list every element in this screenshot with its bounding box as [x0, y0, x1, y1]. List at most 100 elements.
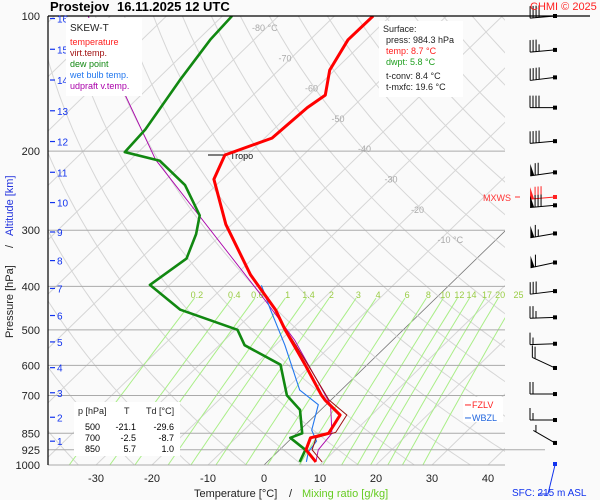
table-row: 500 -21.1 -29.6	[85, 422, 174, 432]
y-tick-label: 100	[22, 11, 40, 23]
x-tick-label: 10	[314, 473, 326, 485]
wind-barb-staff	[530, 262, 556, 269]
wind-barb	[529, 408, 557, 423]
wind-barb-flag	[530, 187, 535, 200]
y-tick-label: 400	[22, 281, 40, 293]
table-row: 850 5.7 1.0	[85, 444, 174, 454]
isotherm-line	[48, 16, 335, 295]
dry-adiabat-line	[326, 16, 505, 216]
table-cell: 700	[85, 433, 100, 443]
wind-barb	[529, 67, 557, 81]
dry-adiabat-line	[588, 16, 600, 465]
mixing-ratio-label: 0.4	[228, 290, 241, 300]
sfc-wind-station	[553, 462, 557, 466]
x-tick-label: -10	[200, 473, 216, 485]
wind-barb-station	[553, 139, 557, 144]
wind-barb-flag	[530, 163, 535, 176]
table-cell: -8.7	[158, 433, 174, 443]
altitude-tick-label: 10	[57, 199, 69, 210]
legend-temperature: temperature	[70, 37, 119, 47]
mixing-ratio-label: 17	[482, 290, 492, 300]
x-tick-label: 20	[370, 473, 382, 485]
surface-temp: temp: 8.7 °C	[386, 46, 437, 56]
table-header-td: Td [°C]	[146, 406, 174, 416]
mixing-ratio-label: 10	[440, 290, 450, 300]
y-tick-label: 600	[22, 360, 40, 372]
wbzl-label: WBZL	[472, 413, 497, 423]
table-cell: 500	[85, 422, 100, 432]
mixing-ratio-line	[401, 297, 499, 465]
profile-dew-point	[123, 16, 307, 463]
surface-press: press: 984.3 hPa	[386, 35, 454, 45]
isotherm-label: -20	[411, 205, 424, 215]
wind-barb-station	[553, 203, 557, 208]
wind-barb-station	[553, 392, 557, 397]
isotherm-label: -50	[332, 114, 345, 124]
wind-barb	[529, 39, 557, 53]
wind-barb	[529, 95, 557, 110]
surface-dwpt: dwpt: 5.8 °C	[386, 57, 436, 67]
table-header-p: p [hPa]	[78, 406, 107, 416]
altitude-tick-label: 11	[57, 168, 68, 179]
isotherm-line	[263, 230, 505, 465]
mixing-ratio-line	[322, 297, 427, 465]
isotherm-label: -60	[305, 84, 318, 94]
wind-barb-station	[553, 105, 557, 110]
x-tick-label: 30	[426, 473, 438, 485]
mixing-ratio-line	[245, 297, 357, 465]
mixing-ratio-line	[167, 297, 286, 465]
wind-barb-staff	[530, 49, 556, 53]
y-axis-label: Pressure [hPa]	[4, 265, 16, 338]
legend-wet-bulb: wet bulb temp.	[69, 70, 129, 80]
mixing-ratio-line	[190, 297, 307, 465]
wind-barb-staff	[530, 232, 556, 239]
dry-adiabat-line	[239, 16, 505, 315]
wind-barb	[530, 224, 557, 239]
datetime: 16.11.2025 12 UTC	[117, 0, 230, 14]
mixing-ratio-line	[422, 317, 505, 465]
isotherm-line	[487, 447, 505, 465]
mixing-ratio-label: 3	[356, 290, 361, 300]
mixing-ratio-line	[215, 297, 330, 465]
dry-adiabat-line	[181, 16, 505, 383]
isotherm-line	[48, 16, 279, 241]
y-axis-label-group: Pressure [hPa] / Altitude [km]	[4, 175, 16, 338]
dry-adiabat-line	[268, 16, 505, 282]
x-axis-label: Temperature [°C]	[194, 488, 277, 500]
y-tick-label: 500	[22, 325, 40, 337]
surface-tmxfc: t-mxfc: 19.6 °C	[386, 82, 446, 92]
dry-adiabat-line	[210, 16, 505, 349]
wind-barb-station	[553, 315, 557, 320]
wind-barb-staff	[530, 290, 556, 295]
wind-barb-station	[553, 365, 557, 370]
wind-barb-staff	[529, 343, 556, 346]
wind-barb	[529, 382, 557, 397]
wind-barb	[530, 162, 557, 177]
isotherm-line	[151, 121, 505, 465]
wind-barb-station	[553, 341, 557, 346]
x-tick-label: 40	[482, 473, 494, 485]
wind-barb	[529, 332, 557, 346]
altitude-tick-label: 5	[57, 338, 63, 349]
y-tick-label: 1000	[16, 460, 40, 472]
mixing-ratio-label: 8	[426, 290, 431, 300]
mixing-ratio-label: 20	[495, 290, 505, 300]
wind-barb-station	[553, 170, 557, 175]
isotherm-line	[48, 16, 391, 350]
dry-adiabat-line	[152, 16, 505, 417]
isotherm-label: -30	[385, 175, 398, 185]
x-axis-separator: /	[289, 488, 293, 500]
altitude-tick-label: 15	[57, 45, 69, 56]
isotherm-line	[319, 284, 505, 465]
wind-barb-staff	[530, 140, 556, 144]
mxws-label: MXWS	[483, 193, 511, 203]
y-tick-label: 200	[22, 146, 40, 158]
table-row: 700 -2.5 -8.7	[85, 433, 174, 443]
altitude-tick-label: 13	[57, 107, 69, 118]
altitude-tick-label: 6	[57, 312, 63, 323]
mixing-ratio-label: 4	[376, 290, 381, 300]
wind-barb-station	[553, 195, 557, 200]
mixing-ratio-label: 14	[467, 290, 477, 300]
table-cell: 850	[85, 444, 100, 454]
